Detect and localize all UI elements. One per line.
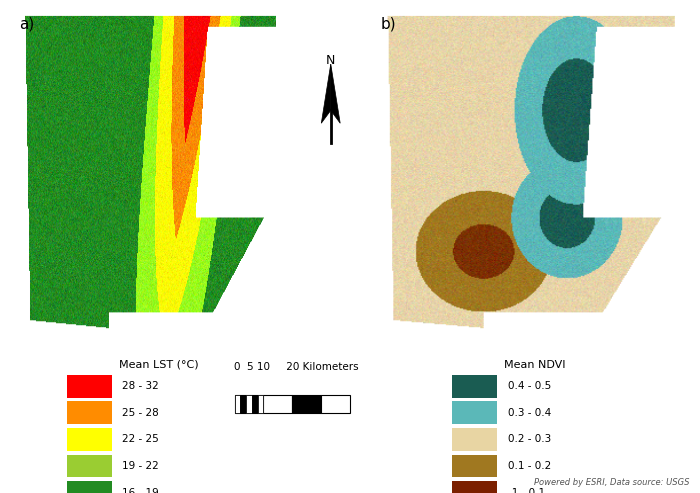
Bar xyxy=(452,401,497,424)
Text: N: N xyxy=(326,54,335,67)
Bar xyxy=(66,428,112,451)
Bar xyxy=(234,395,263,413)
Bar xyxy=(252,395,258,413)
Text: 25 - 28: 25 - 28 xyxy=(122,408,160,418)
Bar xyxy=(452,481,497,493)
Bar xyxy=(321,395,350,413)
Bar xyxy=(293,395,321,413)
Text: 0.4 - 0.5: 0.4 - 0.5 xyxy=(508,381,551,391)
Bar xyxy=(452,428,497,451)
Text: 0  5 10     20 Kilometers: 0 5 10 20 Kilometers xyxy=(234,362,359,372)
Bar xyxy=(246,395,252,413)
Text: -1 - 0.1: -1 - 0.1 xyxy=(508,488,545,493)
Text: Mean NDVI: Mean NDVI xyxy=(504,360,566,370)
Polygon shape xyxy=(330,64,340,123)
Text: 28 - 32: 28 - 32 xyxy=(122,381,160,391)
Text: a): a) xyxy=(20,17,34,32)
Bar xyxy=(240,395,246,413)
Bar xyxy=(66,401,112,424)
Bar xyxy=(66,481,112,493)
Text: 19 - 22: 19 - 22 xyxy=(122,461,160,471)
Text: 16 - 19: 16 - 19 xyxy=(122,488,160,493)
Text: Powered by ESRI, Data source: USGS: Powered by ESRI, Data source: USGS xyxy=(534,478,690,487)
Bar xyxy=(234,395,240,413)
Polygon shape xyxy=(321,64,330,123)
Text: 0.3 - 0.4: 0.3 - 0.4 xyxy=(508,408,551,418)
Text: 0.1 - 0.2: 0.1 - 0.2 xyxy=(508,461,551,471)
Bar xyxy=(66,455,112,477)
Bar xyxy=(263,395,293,413)
Text: b): b) xyxy=(381,17,396,32)
Text: 22 - 25: 22 - 25 xyxy=(122,434,160,444)
Bar xyxy=(452,375,497,397)
Bar xyxy=(66,375,112,397)
Bar xyxy=(258,395,263,413)
Text: 0.2 - 0.3: 0.2 - 0.3 xyxy=(508,434,551,444)
Text: Mean LST (°C): Mean LST (°C) xyxy=(119,360,199,370)
Bar xyxy=(452,455,497,477)
